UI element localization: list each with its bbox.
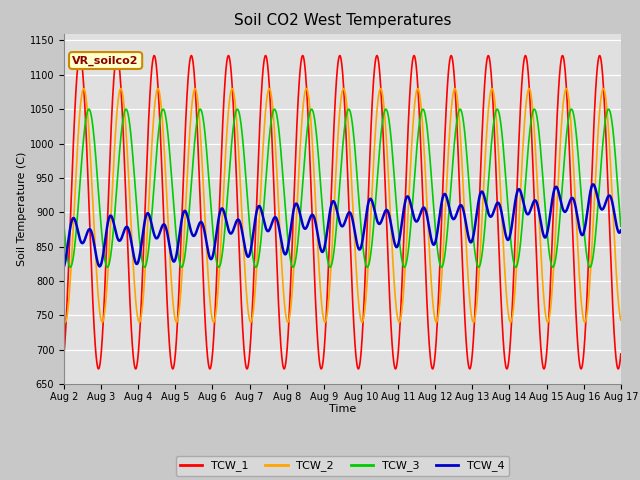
TCW_2 [298, 119, 306, 124]
TCW_3 [298, 192, 306, 197]
TCW_4 [589, 181, 597, 187]
TCW_2 [600, 86, 607, 92]
TCW_4 [617, 228, 625, 233]
TCW_1 [274, 282, 282, 288]
TCW_3 [60, 223, 68, 229]
TCW_3 [67, 264, 74, 270]
TCW_1 [124, 244, 132, 250]
TCW_3 [124, 109, 132, 115]
TCW_1 [157, 139, 164, 145]
TCW_2 [60, 317, 68, 323]
TCW_4 [546, 214, 554, 220]
TCW_4 [298, 218, 305, 224]
TCW_1 [546, 289, 554, 295]
X-axis label: Time: Time [329, 405, 356, 414]
TCW_2 [61, 319, 69, 325]
TCW_4 [274, 218, 282, 224]
Legend: TCW_1, TCW_2, TCW_3, TCW_4: TCW_1, TCW_2, TCW_3, TCW_4 [175, 456, 509, 476]
TCW_3 [606, 109, 614, 115]
TCW_1 [606, 239, 614, 244]
TCW_2 [124, 156, 132, 162]
TCW_3 [605, 106, 612, 112]
TCW_1 [60, 351, 68, 357]
TCW_2 [617, 317, 625, 323]
Y-axis label: Soil Temperature (C): Soil Temperature (C) [17, 152, 27, 266]
TCW_3 [617, 223, 625, 229]
TCW_1 [617, 351, 625, 357]
TCW_4 [606, 193, 614, 199]
TCW_4 [124, 224, 131, 230]
Line: TCW_3: TCW_3 [64, 109, 621, 267]
TCW_4 [60, 264, 68, 269]
TCW_2 [546, 310, 554, 316]
TCW_2 [274, 186, 282, 192]
Line: TCW_4: TCW_4 [64, 184, 621, 266]
TCW_3 [546, 255, 554, 261]
TCW_1 [76, 53, 84, 59]
Line: TCW_2: TCW_2 [64, 89, 621, 322]
TCW_2 [606, 156, 614, 162]
Text: VR_soilco2: VR_soilco2 [72, 55, 139, 66]
TCW_3 [157, 113, 164, 119]
TCW_1 [614, 366, 622, 372]
Title: Soil CO2 West Temperatures: Soil CO2 West Temperatures [234, 13, 451, 28]
Line: TCW_1: TCW_1 [64, 56, 621, 369]
TCW_2 [157, 99, 164, 105]
TCW_3 [274, 118, 282, 123]
TCW_1 [298, 54, 306, 60]
TCW_4 [157, 228, 164, 233]
